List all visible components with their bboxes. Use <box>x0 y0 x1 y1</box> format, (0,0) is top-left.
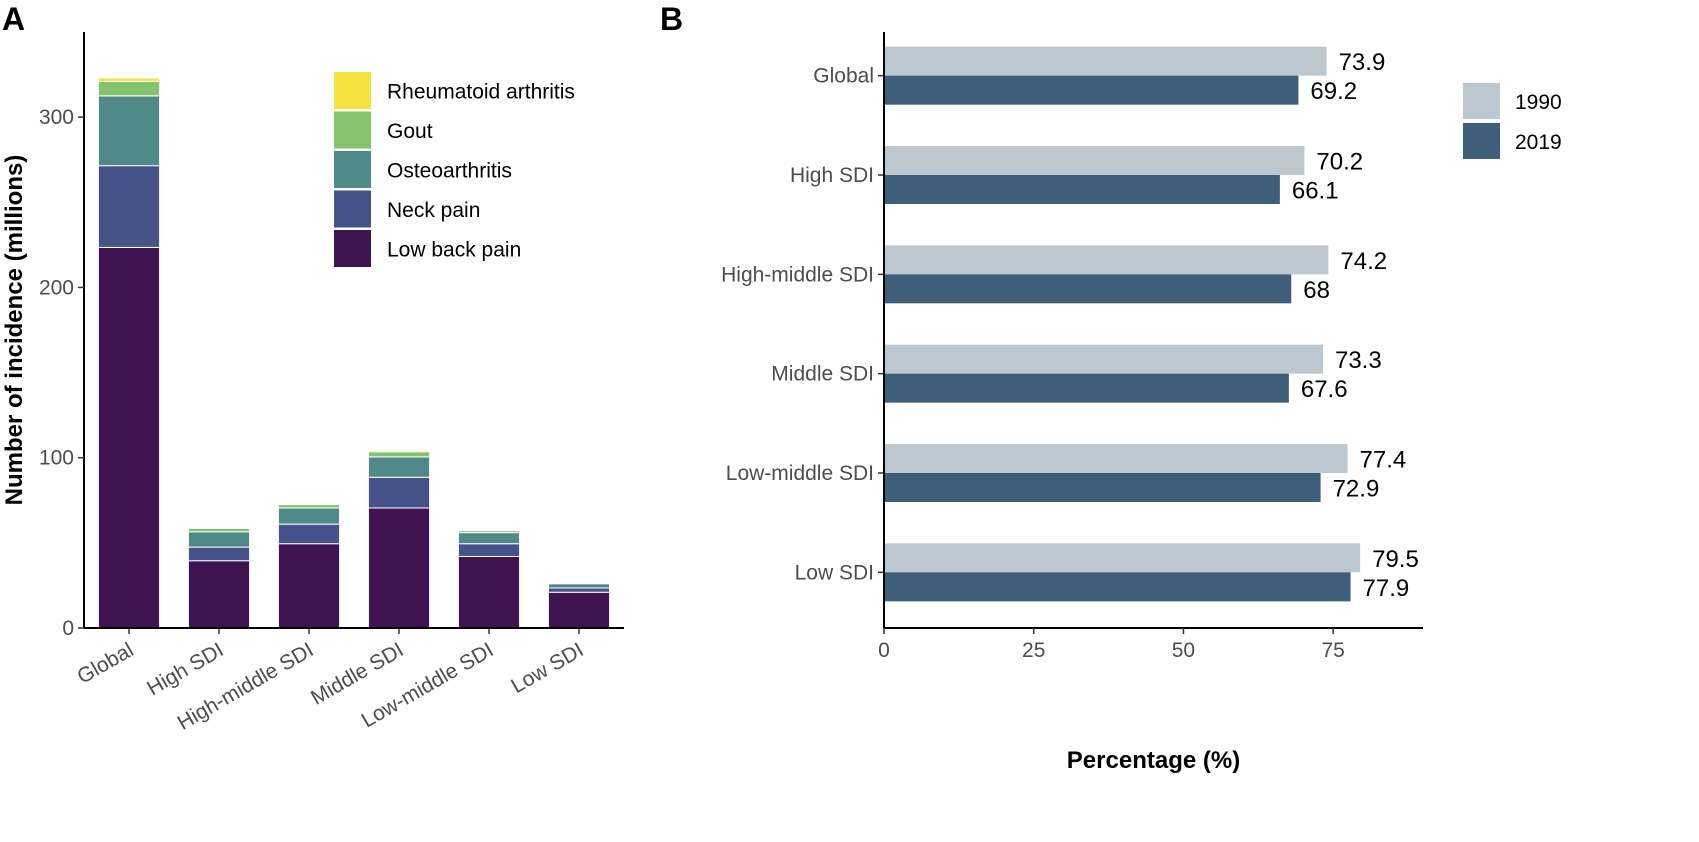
bar-high-middle-sdi-low-back-pain <box>277 543 341 629</box>
x-tick-label-low-sdi: Low SDI <box>507 638 587 698</box>
legend-swatch-2019 <box>1463 123 1500 159</box>
bar-low-middle-sdi-1990 <box>884 444 1348 473</box>
y-tick-label-low-middle-sdi: Low-middle SDI <box>726 462 874 485</box>
bar-middle-sdi-neck-pain <box>367 476 431 509</box>
bar-low-middle-sdi-neck-pain <box>457 543 521 557</box>
bar-middle-sdi-osteoarthritis <box>367 456 431 478</box>
legend-swatch-1990 <box>1463 83 1500 119</box>
legend-label-osteoarthritis: Osteoarthritis <box>387 160 512 183</box>
legend-swatch-neck-pain <box>334 190 371 228</box>
legend-label-low-back-pain: Low back pain <box>387 239 521 262</box>
legend-swatch-rheumatoid-arthritis <box>334 72 371 109</box>
legend-label-rheumatoid-arthritis: Rheumatoid arthritis <box>387 81 575 104</box>
y-tick-label-high-middle-sdi: High-middle SDI <box>721 263 874 286</box>
bar-low-sdi-low-back-pain <box>547 591 611 629</box>
value-label-low-middle-sdi-1990: 77.4 <box>1360 447 1407 474</box>
bar-high-sdi-rheumatoid-arthritis <box>187 527 251 529</box>
bar-low-middle-sdi-low-back-pain <box>457 555 521 629</box>
value-label-middle-sdi-2019: 67.6 <box>1301 376 1348 403</box>
bar-high-sdi-neck-pain <box>187 546 251 562</box>
y-tick-label-0: 0 <box>62 617 74 640</box>
value-label-global-2019: 69.2 <box>1310 78 1357 105</box>
bar-high-sdi-gout <box>187 527 251 533</box>
bar-low-sdi-neck-pain <box>547 587 611 593</box>
legend-swatch-gout <box>334 111 371 149</box>
bar-middle-sdi-low-back-pain <box>367 507 431 629</box>
y-tick-label-300: 300 <box>39 106 74 129</box>
bar-high-middle-sdi-rheumatoid-arthritis <box>277 503 341 506</box>
bar-middle-sdi-rheumatoid-arthritis <box>367 450 431 453</box>
value-label-high-middle-sdi-1990: 74.2 <box>1340 248 1387 275</box>
bar-low-middle-sdi-rheumatoid-arthritis <box>457 529 521 532</box>
bar-global-1990 <box>884 46 1327 76</box>
y-axis-title: Number of incidence (millions) <box>1 155 28 506</box>
bar-high-middle-sdi-gout <box>277 504 341 509</box>
x-tick-label-25: 25 <box>1022 639 1045 662</box>
panel-b-horizontal-bar-chart: 73.969.2 Global 70.266.1 High SDI 74.2 68 High… <box>721 32 1562 774</box>
bar-global-osteoarthritis <box>97 95 161 167</box>
y-tick-label-global: Global <box>813 65 874 88</box>
bar-low-sdi-2019 <box>884 572 1351 602</box>
y-tick-label-200: 200 <box>39 276 74 299</box>
bar-high-middle-sdi-osteoarthritis <box>277 507 341 525</box>
y-tick-label-100: 100 <box>39 447 74 470</box>
bar-low-middle-sdi-2019 <box>884 473 1321 502</box>
x-tick-label-global: Global <box>73 638 137 688</box>
value-label-low-sdi-1990: 79.5 <box>1372 546 1419 573</box>
legend-swatch-low-back-pain <box>334 230 371 267</box>
bar-middle-sdi-gout <box>367 451 431 458</box>
panel-a-letter: A <box>2 1 25 37</box>
bar-high-middle-sdi-2019 <box>884 274 1292 304</box>
bar-middle-sdi-2019 <box>884 373 1289 403</box>
bar-global-2019 <box>884 75 1299 105</box>
legend-label-1990: 1990 <box>1515 91 1562 114</box>
bar-low-middle-sdi-osteoarthritis <box>457 532 521 545</box>
value-label-low-sdi-2019: 77.9 <box>1363 575 1410 602</box>
bar-low-sdi-rheumatoid-arthritis <box>547 581 611 584</box>
value-label-middle-sdi-1990: 73.3 <box>1335 347 1382 374</box>
bar-high-sdi-2019 <box>884 175 1280 204</box>
bar-high-middle-sdi-neck-pain <box>277 523 341 545</box>
x-tick-label-75: 75 <box>1321 639 1344 662</box>
bar-global-rheumatoid-arthritis <box>97 77 161 82</box>
legend-label-gout: Gout <box>387 120 433 143</box>
legend-label-neck-pain: Neck pain <box>387 199 480 222</box>
bar-middle-sdi-1990 <box>884 344 1323 374</box>
value-label-low-middle-sdi-2019: 72.9 <box>1333 476 1380 503</box>
bar-high-middle-sdi-1990 <box>884 245 1329 275</box>
bar-global-gout <box>97 80 161 97</box>
x-tick-label-50: 50 <box>1172 639 1195 662</box>
value-label-high-sdi-1990: 70.2 <box>1316 149 1363 176</box>
value-label-global-1990: 73.9 <box>1339 49 1386 76</box>
x-axis-title: Percentage (%) <box>1067 747 1240 774</box>
bar-high-sdi-osteoarthritis <box>187 531 251 548</box>
y-tick-label-low-sdi: Low SDI <box>795 561 874 584</box>
legend-swatch-osteoarthritis <box>334 151 371 188</box>
bar-global-neck-pain <box>97 165 161 248</box>
panel-b-letter: B <box>660 1 683 37</box>
legend-label-2019: 2019 <box>1515 131 1562 154</box>
bar-low-sdi-1990 <box>884 543 1361 573</box>
value-label-high-sdi-2019: 66.1 <box>1292 178 1339 205</box>
bar-global-low-back-pain <box>97 246 161 629</box>
x-tick-label-0: 0 <box>878 639 890 662</box>
y-tick-label-middle-sdi: Middle SDI <box>771 363 874 386</box>
bar-high-sdi-low-back-pain <box>187 560 251 629</box>
y-tick-label-high-sdi: High SDI <box>790 164 874 187</box>
bar-high-sdi-1990 <box>884 146 1305 175</box>
value-label-high-middle-sdi-2019: 68 <box>1303 277 1330 304</box>
bar-low-sdi-osteoarthritis <box>547 583 611 589</box>
